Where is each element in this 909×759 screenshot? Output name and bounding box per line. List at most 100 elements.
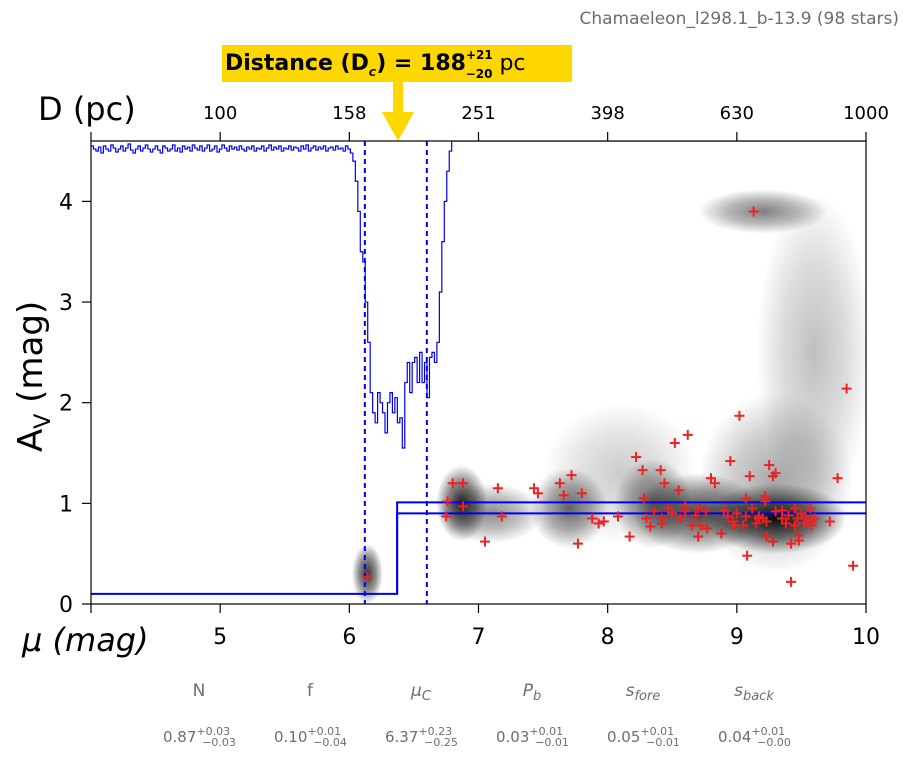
star-marker	[362, 571, 373, 582]
star-marker	[742, 550, 753, 561]
star-marker	[793, 530, 804, 541]
density-blob	[756, 191, 866, 514]
star-marker	[806, 520, 817, 531]
star-marker	[656, 518, 667, 529]
top-tick-label: 251	[461, 103, 495, 124]
star-marker	[786, 538, 797, 549]
star-marker	[631, 452, 642, 463]
param-value: 0.04+0.01 −0.00	[718, 725, 791, 749]
star-marker	[695, 520, 706, 531]
density-blob	[543, 402, 699, 544]
distance-upper-error: +21	[466, 48, 493, 62]
star-marker	[587, 513, 598, 524]
star-marker	[686, 520, 697, 531]
star-marker	[740, 493, 751, 504]
top-tick-label: 100	[203, 103, 237, 124]
distance-subscript: C	[369, 68, 377, 79]
x-tick-label: 9	[730, 625, 744, 650]
star-marker	[789, 503, 800, 514]
distance-unit: pc	[492, 51, 525, 76]
star-marker	[441, 511, 452, 522]
param-cell: μC 6.37+0.23 −0.25	[385, 681, 458, 749]
x-axis-ticks: 5 6 7 8 9 10	[90, 604, 880, 650]
star-marker	[848, 560, 859, 571]
y-axis-label-main: A	[11, 429, 51, 452]
star-marker	[734, 410, 745, 421]
star-marker	[598, 516, 609, 527]
star-marker	[740, 511, 751, 522]
extinction-profile-line	[91, 141, 866, 449]
star-marker	[770, 468, 781, 479]
top-axis-label: D (pc)	[38, 90, 136, 128]
star-marker	[554, 478, 565, 489]
fit-parameter-table: N 0.87+0.03 −0.03 f 0.10+0.01 −0.04 μC 6.37+0.2…	[163, 681, 791, 749]
star-marker	[731, 508, 742, 519]
star-marker	[693, 531, 704, 542]
param-value: 0.87+0.03 −0.03	[163, 725, 236, 749]
top-tick-label: 630	[720, 103, 754, 124]
x-tick-label: 6	[342, 625, 356, 650]
param-cell: sback 0.04+0.01 −0.00	[718, 681, 791, 749]
star-marker	[593, 518, 604, 529]
distance-value: ) = 188	[376, 51, 466, 76]
star-marker	[496, 511, 507, 522]
star-marker	[761, 531, 772, 542]
param-value: 0.03+0.01 −0.01	[496, 725, 569, 749]
y-tick-label: 2	[59, 392, 73, 417]
star-marker	[572, 538, 583, 549]
star-marker	[786, 576, 797, 587]
star-marker	[751, 518, 762, 529]
x-axis-label: μ (mag)	[21, 621, 149, 659]
distance-prefix: Distance (D	[225, 51, 369, 76]
star-marker	[783, 510, 794, 521]
star-marker	[492, 483, 503, 494]
svg-text:Distance (DC) = 188+21−20 pc: Distance (DC) = 188+21 −20 pc	[225, 48, 526, 81]
param-name: μC	[410, 681, 432, 704]
star-marker	[824, 516, 835, 527]
star-marker	[669, 437, 680, 448]
star-marker	[777, 505, 788, 516]
star-marker	[479, 536, 490, 547]
param-name: sback	[734, 681, 774, 704]
x-tick-label: 5	[213, 625, 227, 650]
param-value: 0.10+0.01 −0.04	[274, 725, 347, 749]
star-marker	[725, 456, 736, 467]
star-marker	[566, 470, 577, 481]
y-axis-label: AV (mag)	[11, 301, 56, 452]
y-tick-label: 1	[59, 492, 73, 517]
param-cell: f 0.10+0.01 −0.04	[274, 681, 347, 749]
param-name: Pb	[523, 681, 542, 704]
star-marker	[700, 506, 711, 517]
star-marker	[532, 488, 543, 499]
star-marker	[761, 516, 772, 527]
star-marker	[624, 531, 635, 542]
star-marker	[768, 536, 778, 547]
param-value: 0.05+0.01 −0.01	[607, 725, 680, 749]
star-marker	[637, 465, 648, 476]
star-marker	[645, 521, 656, 532]
distance-lower-error: −20	[466, 67, 493, 81]
x-axis-label-text: μ (mag)	[21, 621, 149, 659]
star-marker	[613, 511, 623, 522]
star-marker	[722, 511, 733, 522]
param-name: N	[193, 681, 206, 701]
distance-banner: Distance (DC) = 188+21 −20 pc	[222, 45, 572, 82]
star-marker	[558, 490, 569, 501]
y-axis-label-sub: V	[31, 414, 56, 429]
star-marker	[638, 493, 649, 504]
star-marker	[709, 478, 720, 489]
star-marker	[458, 478, 468, 489]
star-marker	[667, 508, 678, 519]
star-marker	[832, 473, 843, 484]
cloud-distance-arrow	[382, 82, 414, 141]
star-marker	[529, 483, 540, 494]
star-marker	[649, 506, 660, 517]
x-tick-label: 7	[472, 625, 486, 650]
star-marker	[641, 513, 652, 524]
star-marker	[809, 513, 820, 524]
field-label: Chamaeleon_l298.1_b-13.9 (98 stars)	[579, 9, 899, 29]
top-axis-ticks: 100 158 251 398 630 1000	[90, 103, 889, 141]
star-marker	[675, 513, 685, 524]
star-marker	[738, 520, 749, 531]
model-extinction-high	[396, 501, 866, 594]
